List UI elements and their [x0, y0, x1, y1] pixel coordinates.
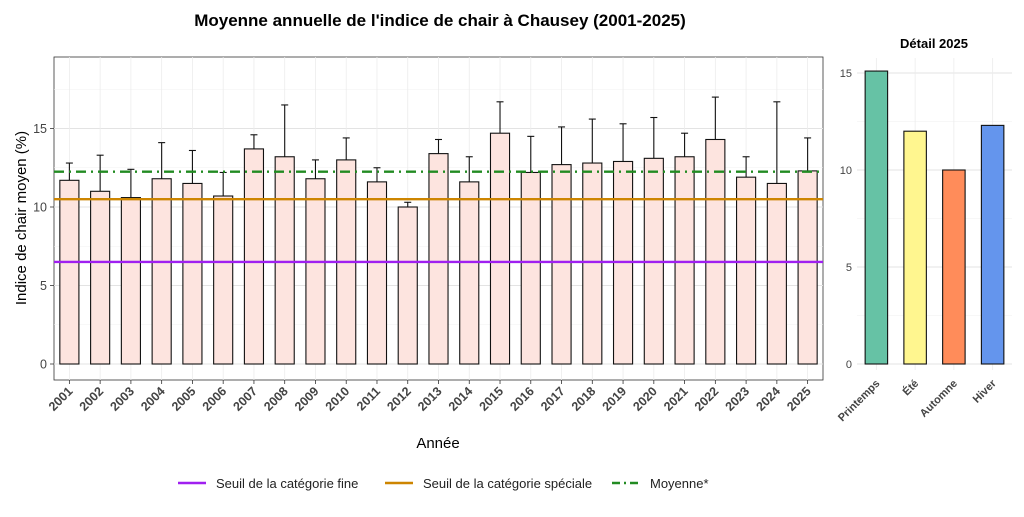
- bar-2002: [90, 190, 111, 365]
- bar-2011: [366, 181, 388, 365]
- bar-2013: [428, 153, 449, 365]
- bar-2009: [305, 178, 326, 365]
- detail-x-tick-label: Été: [900, 377, 921, 398]
- y-tick-label: 5: [40, 279, 47, 293]
- bar-2001: [59, 179, 80, 365]
- detail-x-tick-label: Printemps: [836, 378, 883, 425]
- legend-label-2: Moyenne*: [650, 476, 709, 491]
- detail-y-tick-label: 5: [846, 262, 852, 274]
- bar-2023: [736, 176, 757, 365]
- x-tick-label: 2013: [415, 384, 445, 414]
- x-tick-label: 2018: [569, 384, 599, 414]
- main-y-ticks: 0 5 10 15: [33, 122, 54, 372]
- x-tick-label: 2008: [261, 384, 291, 414]
- bar-2014: [459, 181, 480, 365]
- detail-y-tick-label: 0: [846, 359, 852, 371]
- bar-2003: [120, 197, 141, 365]
- detail-x-tick-label: Automne: [918, 378, 960, 420]
- main-x-axis-label: Année: [416, 435, 459, 452]
- main-y-axis-label: Indice de chair moyen (%): [13, 131, 30, 305]
- x-tick-label: 2001: [46, 384, 76, 414]
- detail-y-tick-label: 10: [840, 165, 852, 177]
- bar-2015: [489, 132, 511, 365]
- legend: Seuil de la catégorie fine Seuil de la ca…: [178, 476, 709, 491]
- legend-label-0: Seuil de la catégorie fine: [216, 476, 358, 491]
- x-tick-label: 2015: [477, 384, 507, 414]
- x-tick-label: 2002: [77, 384, 107, 414]
- x-tick-label: 2022: [692, 384, 722, 414]
- x-tick-label: 2006: [200, 384, 230, 414]
- x-tick-label: 2024: [753, 384, 783, 414]
- detail-bar-3: [980, 124, 1005, 365]
- bar-2018: [582, 162, 603, 365]
- x-tick-label: 2017: [538, 384, 568, 414]
- x-tick-label: 2009: [292, 384, 322, 414]
- x-tick-label: 2021: [661, 384, 691, 414]
- bar-2005: [182, 182, 203, 365]
- bar-2006: [213, 195, 234, 365]
- x-tick-label: 2019: [600, 384, 630, 414]
- detail-chart-title: Détail 2025: [900, 36, 968, 51]
- y-tick-label: 0: [40, 358, 47, 372]
- detail-bar-0: [864, 70, 889, 365]
- detail-bar-1: [903, 130, 927, 365]
- bar-2017: [551, 164, 572, 365]
- bar-2012: [397, 206, 418, 365]
- x-tick-label: 2025: [784, 384, 814, 414]
- main-bars: [59, 96, 818, 365]
- x-tick-label: 2007: [230, 384, 260, 414]
- bar-2004: [151, 178, 172, 365]
- x-tick-label: 2014: [446, 384, 476, 414]
- reference-lines: [54, 170, 823, 264]
- x-tick-label: 2012: [384, 384, 414, 414]
- bar-2021: [674, 156, 695, 365]
- y-tick-label: 10: [33, 201, 47, 215]
- main-x-ticks: 2001 2002 2003 2004 2005 2006 2007 2008 2009 2010…: [46, 380, 814, 414]
- detail-bars: [864, 70, 1005, 365]
- main-chart-title: Moyenne annuelle de l'indice de chair à …: [194, 11, 686, 30]
- detail-bar-2: [942, 169, 966, 365]
- detail-x-tick-label: Hiver: [971, 377, 999, 405]
- x-tick-label: 2004: [138, 384, 168, 414]
- y-tick-label: 15: [33, 122, 47, 136]
- x-tick-label: 2016: [507, 384, 537, 414]
- x-tick-label: 2023: [723, 384, 753, 414]
- bar-2007: [243, 148, 265, 365]
- bar-2024: [766, 182, 787, 365]
- legend-label-1: Seuil de la catégorie spéciale: [423, 476, 592, 491]
- bar-2008: [274, 156, 295, 365]
- x-tick-label: 2020: [630, 384, 660, 414]
- detail-y-ticks: 0 5 10 15: [840, 68, 852, 371]
- x-tick-label: 2010: [323, 384, 353, 414]
- detail-y-tick-label: 15: [840, 68, 852, 80]
- x-tick-label: 2011: [354, 384, 383, 413]
- x-tick-label: 2003: [107, 384, 137, 414]
- bar-2022: [705, 138, 726, 365]
- x-tick-label: 2005: [169, 384, 199, 414]
- bar-2016: [520, 171, 541, 365]
